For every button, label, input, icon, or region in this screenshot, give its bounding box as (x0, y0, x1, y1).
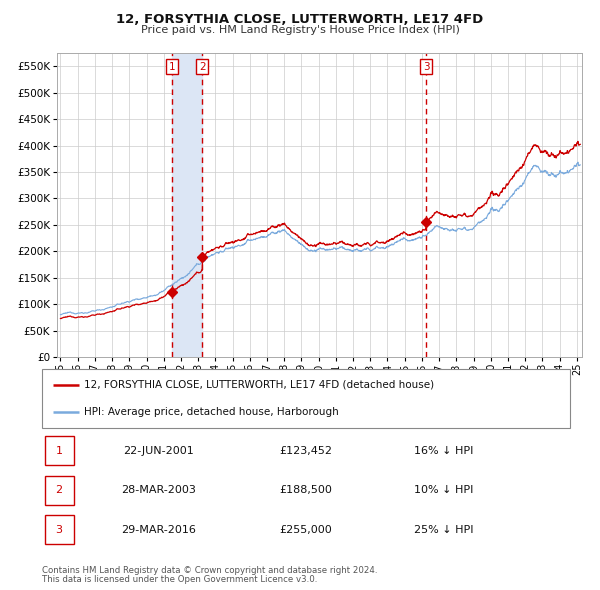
Text: 3: 3 (423, 62, 430, 72)
Text: HPI: Average price, detached house, Harborough: HPI: Average price, detached house, Harb… (84, 407, 339, 417)
12, FORSYTHIA CLOSE, LUTTERWORTH, LE17 4FD (detached house) (295, 234, 302, 241)
Text: Contains HM Land Registry data © Crown copyright and database right 2024.: Contains HM Land Registry data © Crown c… (42, 566, 377, 575)
Line: 12, FORSYTHIA CLOSE, LUTTERWORTH, LE17 4FD (detached house): 12, FORSYTHIA CLOSE, LUTTERWORTH, LE17 4… (61, 142, 580, 319)
HPI: Average price, detached house, Harborough: (2.01e+03, 2.16e+05): Average price, detached house, Harboroug… (295, 239, 302, 246)
Text: This data is licensed under the Open Government Licence v3.0.: This data is licensed under the Open Gov… (42, 575, 317, 584)
12, FORSYTHIA CLOSE, LUTTERWORTH, LE17 4FD (detached house) (225, 240, 232, 247)
12, FORSYTHIA CLOSE, LUTTERWORTH, LE17 4FD (detached house) (57, 315, 64, 322)
Text: £188,500: £188,500 (280, 486, 332, 495)
Bar (172, 53, 202, 357)
HPI: Average price, detached house, Harborough: (2.03e+03, 3.63e+05): Average price, detached house, Harboroug… (577, 162, 584, 169)
Text: 25% ↓ HPI: 25% ↓ HPI (413, 525, 473, 535)
Bar (44, 436, 74, 466)
Text: 12, FORSYTHIA CLOSE, LUTTERWORTH, LE17 4FD (detached house): 12, FORSYTHIA CLOSE, LUTTERWORTH, LE17 4… (84, 380, 434, 389)
Text: Price paid vs. HM Land Registry's House Price Index (HPI): Price paid vs. HM Land Registry's House … (140, 25, 460, 35)
HPI: Average price, detached house, Harborough: (2e+03, 8e+04): Average price, detached house, Harboroug… (57, 311, 64, 318)
Text: £123,452: £123,452 (280, 446, 332, 455)
Line: HPI: Average price, detached house, Harborough: HPI: Average price, detached house, Harb… (61, 162, 580, 314)
Text: 12, FORSYTHIA CLOSE, LUTTERWORTH, LE17 4FD: 12, FORSYTHIA CLOSE, LUTTERWORTH, LE17 4… (116, 13, 484, 26)
12, FORSYTHIA CLOSE, LUTTERWORTH, LE17 4FD (detached house) (434, 209, 442, 217)
Text: 1: 1 (56, 446, 62, 455)
12, FORSYTHIA CLOSE, LUTTERWORTH, LE17 4FD (detached house) (533, 142, 540, 149)
HPI: Average price, detached house, Harborough: (2.02e+03, 3.61e+05): Average price, detached house, Harboroug… (533, 163, 540, 170)
Bar (44, 476, 74, 505)
Bar (44, 515, 74, 545)
HPI: Average price, detached house, Harborough: (2.02e+03, 2.46e+05): Average price, detached house, Harboroug… (434, 223, 442, 230)
HPI: Average price, detached house, Harborough: (2e+03, 8.83e+04): Average price, detached house, Harboroug… (97, 307, 104, 314)
12, FORSYTHIA CLOSE, LUTTERWORTH, LE17 4FD (detached house) (58, 315, 65, 322)
Text: 2: 2 (199, 62, 206, 72)
HPI: Average price, detached house, Harborough: (2.03e+03, 3.69e+05): Average price, detached house, Harboroug… (574, 159, 581, 166)
12, FORSYTHIA CLOSE, LUTTERWORTH, LE17 4FD (detached house) (577, 141, 584, 148)
Text: 2: 2 (56, 486, 63, 495)
HPI: Average price, detached house, Harborough: (2e+03, 8e+04): Average price, detached house, Harboroug… (58, 311, 65, 318)
Text: 16% ↓ HPI: 16% ↓ HPI (413, 446, 473, 455)
Text: 10% ↓ HPI: 10% ↓ HPI (413, 486, 473, 495)
Text: 3: 3 (56, 525, 62, 535)
Text: 1: 1 (169, 62, 175, 72)
12, FORSYTHIA CLOSE, LUTTERWORTH, LE17 4FD (detached house) (574, 138, 581, 145)
Text: 29-MAR-2016: 29-MAR-2016 (121, 525, 196, 535)
12, FORSYTHIA CLOSE, LUTTERWORTH, LE17 4FD (detached house) (110, 307, 118, 314)
Text: 28-MAR-2003: 28-MAR-2003 (121, 486, 196, 495)
HPI: Average price, detached house, Harborough: (2e+03, 2.05e+05): Average price, detached house, Harboroug… (225, 245, 232, 253)
HPI: Average price, detached house, Harborough: (2e+03, 9.55e+04): Average price, detached house, Harboroug… (110, 303, 118, 310)
Text: 22-JUN-2001: 22-JUN-2001 (123, 446, 194, 455)
Text: £255,000: £255,000 (280, 525, 332, 535)
12, FORSYTHIA CLOSE, LUTTERWORTH, LE17 4FD (detached house) (97, 311, 104, 318)
